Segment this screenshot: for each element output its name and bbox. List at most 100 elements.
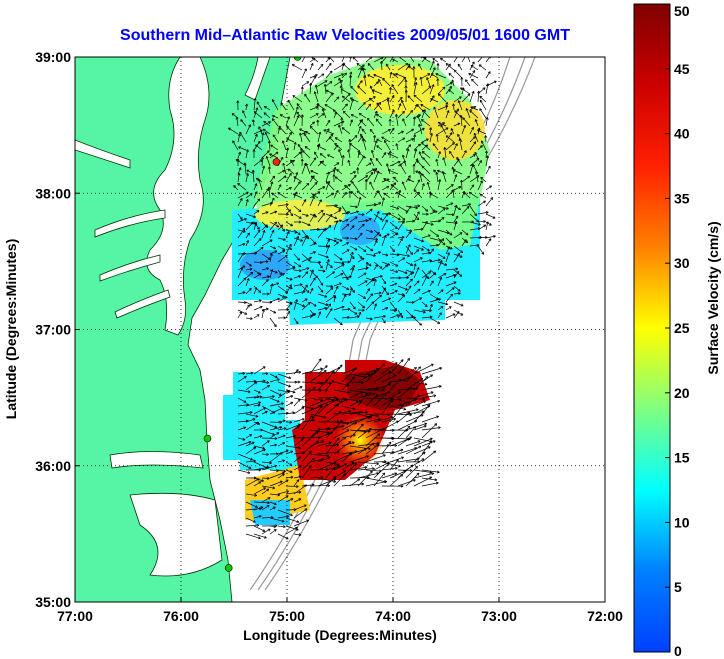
velocity-arrow	[333, 429, 350, 439]
velocity-arrow	[437, 312, 442, 319]
velocity-arrow	[325, 303, 332, 311]
velocity-arrow	[269, 525, 277, 529]
velocity-arrow	[445, 63, 451, 71]
velocity-arrow	[237, 167, 242, 175]
velocity-arrow	[418, 123, 423, 135]
velocity-arrow	[255, 144, 263, 151]
velocity-arrow	[474, 119, 479, 127]
velocity-arrow	[405, 367, 417, 375]
velocity-arrow	[413, 249, 420, 255]
velocity-arrow	[277, 434, 286, 439]
velocity-arrow	[269, 506, 276, 511]
north-field-yellow-3	[255, 200, 345, 230]
velocity-arrow	[317, 456, 331, 463]
velocity-arrow	[357, 257, 365, 263]
velocity-arrow	[256, 101, 263, 111]
velocity-arrow	[258, 126, 263, 135]
velocity-arrow	[237, 229, 246, 233]
velocity-arrow	[445, 184, 454, 191]
velocity-arrow	[389, 308, 397, 312]
velocity-arrow	[237, 461, 252, 469]
y-tick-label: 37:00	[35, 322, 71, 338]
velocity-arrow	[269, 253, 273, 263]
velocity-arrow	[238, 146, 247, 151]
velocity-arrow	[421, 374, 433, 383]
velocity-arrow	[341, 192, 347, 199]
velocity-arrow	[381, 212, 391, 216]
velocity-arrow	[277, 373, 292, 380]
velocity-arrow	[317, 80, 328, 87]
velocity-arrow	[389, 182, 397, 191]
velocity-arrow	[461, 203, 471, 207]
velocity-arrow	[293, 533, 302, 537]
velocity-arrow	[388, 118, 392, 127]
velocity-arrow	[357, 125, 362, 135]
velocity-arrow	[393, 176, 399, 183]
velocity-arrow	[397, 111, 405, 119]
velocity-arrow	[395, 114, 399, 127]
velocity-arrow	[373, 314, 386, 319]
velocity-arrow	[397, 312, 402, 319]
velocity-arrow	[356, 167, 360, 175]
velocity-arrow	[341, 421, 358, 431]
velocity-arrow	[437, 122, 446, 127]
velocity-arrow	[287, 168, 295, 175]
velocity-arrow	[405, 366, 422, 383]
velocity-arrow	[453, 232, 463, 239]
velocity-arrow	[301, 235, 308, 247]
velocity-arrow	[437, 261, 448, 266]
velocity-arrow	[341, 307, 351, 311]
velocity-arrow	[349, 267, 355, 279]
velocity-arrow	[269, 229, 275, 239]
velocity-arrow	[245, 278, 250, 287]
velocity-arrow	[421, 245, 430, 252]
velocity-arrow	[237, 426, 247, 431]
velocity-arrow	[269, 426, 283, 431]
velocity-arrow	[232, 140, 239, 151]
map-area	[75, 57, 605, 602]
velocity-arrow	[237, 277, 247, 287]
velocity-arrow	[453, 69, 463, 79]
velocity-arrow	[333, 162, 340, 167]
velocity-arrow	[293, 475, 302, 479]
velocity-arrow	[237, 217, 247, 223]
velocity-arrow	[477, 90, 481, 103]
velocity-arrow	[267, 140, 271, 151]
velocity-arrow	[277, 442, 286, 447]
velocity-arrow	[312, 193, 319, 199]
velocity-arrow	[245, 213, 256, 219]
velocity-arrow	[381, 57, 387, 63]
y-axis-label: Latitude (Degrees:Minutes)	[3, 239, 19, 419]
velocity-arrow	[429, 298, 441, 303]
velocity-arrow	[245, 221, 254, 231]
velocity-arrow	[437, 301, 449, 306]
colorbar-tick-label: 45	[674, 61, 690, 77]
velocity-arrow	[253, 97, 257, 111]
velocity-arrow	[405, 278, 413, 287]
velocity-arrow	[277, 224, 284, 231]
velocity-arrow	[435, 172, 439, 183]
velocity-arrow	[405, 426, 417, 439]
velocity-arrow	[381, 185, 390, 191]
velocity-arrow	[369, 85, 375, 95]
velocity-arrow	[269, 175, 276, 183]
velocity-arrow	[413, 391, 434, 399]
velocity-arrow	[261, 267, 269, 271]
velocity-arrow	[437, 179, 442, 191]
velocity-arrow	[253, 533, 267, 539]
velocity-arrow	[269, 501, 277, 506]
velocity-arrow	[407, 65, 415, 71]
velocity-arrow	[457, 133, 463, 143]
velocity-arrow	[477, 224, 487, 231]
velocity-arrow	[253, 501, 270, 505]
velocity-arrow	[334, 137, 343, 143]
velocity-arrow	[341, 405, 356, 411]
velocity-arrow	[313, 91, 319, 103]
velocity-arrow	[373, 73, 383, 79]
velocity-arrow	[389, 405, 407, 411]
velocity-arrow	[429, 317, 441, 324]
velocity-arrow	[387, 152, 399, 159]
velocity-arrow	[367, 74, 375, 79]
velocity-arrow	[357, 223, 365, 231]
potomac-river	[94, 209, 166, 238]
